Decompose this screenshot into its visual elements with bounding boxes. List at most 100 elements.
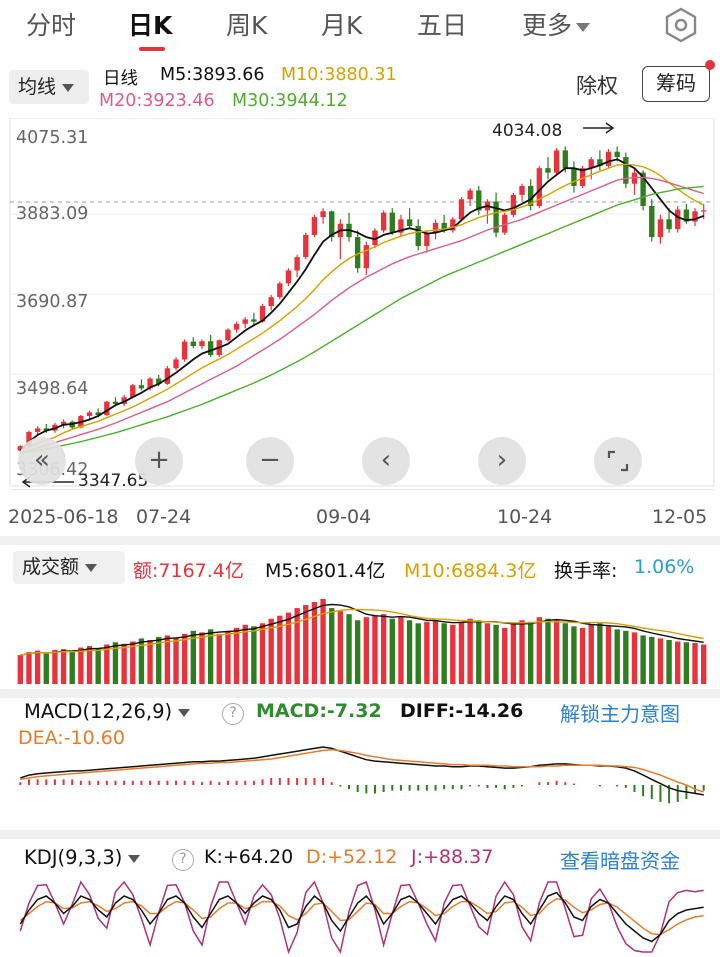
candle-up [519,183,525,202]
candle-up [233,321,240,333]
ma-line-m5 [19,158,705,452]
candle-up [467,188,473,206]
volume-bar [216,633,222,684]
candle-body [207,341,214,355]
tab-more[interactable]: 更多 [522,6,591,42]
volume-bar [354,620,361,684]
volume-select-label: 成交额 [22,556,80,578]
candle-body [311,217,318,235]
volume-bar [450,624,456,684]
candle-body [268,297,274,307]
candle-up [398,214,404,238]
kdj-series [19,880,704,955]
volume-bar [346,614,352,684]
candle-up [363,241,370,275]
chips-button[interactable]: 筹码 [642,66,710,102]
ma5-value: M5:3893.66 [160,65,265,85]
help-icon[interactable]: ? [172,849,194,871]
candle-up [104,400,110,416]
kdj-chart[interactable] [0,876,720,956]
candle-body [104,401,110,416]
candle-body [138,385,145,389]
candle-up [164,366,171,385]
minus-icon: − [259,445,281,475]
candle-body [623,157,629,184]
volume-bar [536,617,543,684]
candle-down [190,337,197,349]
gear-icon[interactable] [662,6,700,44]
tab-daily-k[interactable]: 日K [128,11,173,40]
volume-bar [666,639,672,684]
candle-body [458,199,465,220]
candle-body [60,421,67,425]
candle-body [225,329,231,341]
notification-dot [705,60,715,70]
zoom-minus-button[interactable]: − [246,437,294,485]
candle-body [233,323,240,330]
view-dark-pool-link[interactable]: 查看暗盘资金 [560,849,680,873]
candle-body [251,319,257,322]
zoom-out-button[interactable]: « [18,437,66,485]
zoom-in-button[interactable]: + [135,437,183,485]
candle-body [130,385,136,398]
tab-weekly-k[interactable]: 周K [226,11,268,40]
candle-up [605,149,612,169]
tab-monthly-k[interactable]: 月K [321,11,363,40]
unlock-main-force-link[interactable]: 解锁主力意图 [560,702,680,726]
kdj-d-line [19,898,704,936]
candle-up [225,328,231,342]
volume-bar [502,627,508,684]
candle-up [242,317,248,329]
candle-body [545,168,551,173]
candle-body [700,210,707,212]
candle-body [675,209,681,230]
help-icon[interactable]: ? [222,703,244,725]
candle-body [354,237,361,269]
next-button[interactable]: › [478,437,526,485]
macd-select[interactable]: MACD(12,26,9) [24,700,191,723]
date-label-4: 10-24 [497,506,553,528]
volume-bar [527,621,534,684]
candle-body [285,270,292,284]
volume-select[interactable]: 成交额 [13,551,125,584]
caret-down-icon [85,563,98,572]
volume-chart[interactable] [0,590,720,688]
volume-bar [311,602,318,684]
ma30-value: M30:3944.12 [232,91,348,111]
kdj-select[interactable]: KDJ(9,3,3) [24,846,141,869]
volume-bar [26,652,32,684]
candle-body [692,211,698,222]
candle-up [130,383,136,399]
y-label-3: 3690.87 [16,292,89,312]
divider [0,830,720,839]
volume-bar [700,644,707,684]
diff-value: DIFF:-14.26 [400,700,524,722]
candle-down [138,379,145,391]
previous-button[interactable]: ‹ [362,437,410,485]
exrights-button[interactable]: 除权 [576,74,618,98]
candle-up [199,339,205,350]
candle-body [86,412,93,416]
candle-down [623,152,629,189]
d-value: D:+52.12 [306,846,398,868]
volume-bar [156,636,162,684]
fullscreen-button[interactable] [594,437,642,485]
volume-bar [121,643,127,684]
ma-select[interactable]: 均线 [9,70,89,104]
candle-body [34,428,41,432]
candle-down [476,185,482,215]
tab-five-day[interactable]: 五日 [417,11,468,40]
dea-value: DEA:-10.60 [18,727,125,749]
candle-body [640,172,646,206]
volume-bar [657,638,664,684]
tab-intraday[interactable]: 分时 [26,11,77,40]
macd-chart[interactable] [0,745,720,827]
volume-bar [43,653,49,684]
candle-up [294,254,300,278]
macd-series [19,746,705,804]
volume-bar [597,623,603,684]
price-chart[interactable] [0,118,720,490]
volume-bar [329,608,335,684]
candle-down [545,157,551,180]
candle-up [484,199,491,224]
